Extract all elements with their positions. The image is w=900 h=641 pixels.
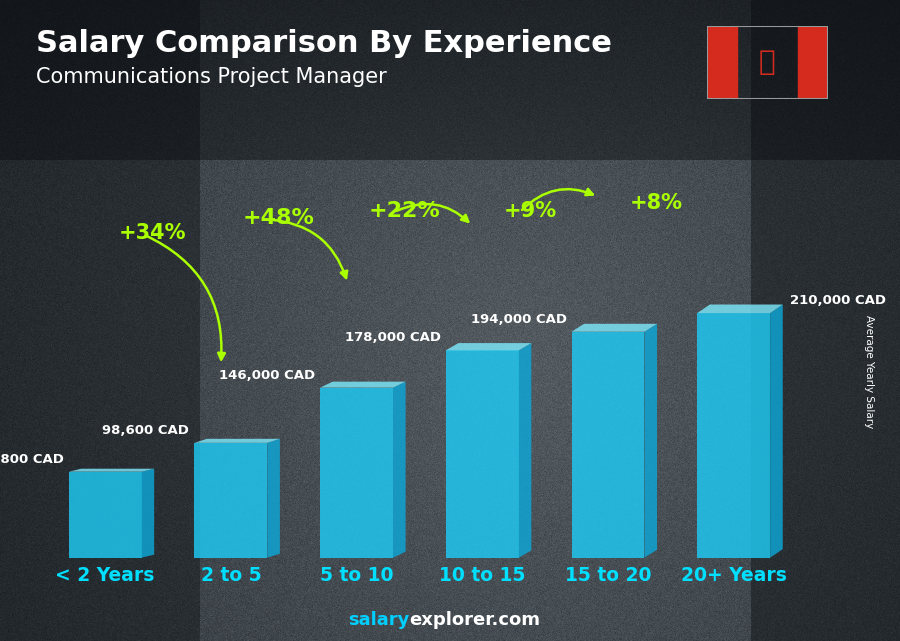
Text: explorer.com: explorer.com	[410, 612, 541, 629]
Bar	[698, 313, 770, 558]
Text: +48%: +48%	[243, 208, 315, 228]
Polygon shape	[698, 304, 783, 313]
Polygon shape	[141, 469, 154, 558]
Text: Average Yearly Salary: Average Yearly Salary	[863, 315, 874, 428]
Text: 146,000 CAD: 146,000 CAD	[219, 369, 315, 381]
Text: 🍁: 🍁	[759, 48, 776, 76]
Bar	[572, 331, 644, 558]
Text: salary: salary	[348, 612, 410, 629]
Bar	[194, 443, 267, 558]
Polygon shape	[572, 324, 657, 331]
Text: +34%: +34%	[119, 223, 186, 243]
Bar	[797, 26, 828, 99]
Bar	[706, 26, 737, 99]
Bar	[446, 351, 518, 558]
Text: +8%: +8%	[629, 194, 682, 213]
Text: 210,000 CAD: 210,000 CAD	[790, 294, 886, 307]
Text: Communications Project Manager: Communications Project Manager	[36, 67, 387, 87]
Polygon shape	[194, 439, 280, 443]
Bar	[68, 472, 141, 558]
Polygon shape	[518, 343, 531, 558]
Text: Salary Comparison By Experience: Salary Comparison By Experience	[36, 29, 612, 58]
Polygon shape	[320, 381, 406, 388]
Polygon shape	[446, 343, 531, 351]
Text: +22%: +22%	[368, 201, 440, 221]
Text: 178,000 CAD: 178,000 CAD	[345, 331, 441, 344]
Text: 98,600 CAD: 98,600 CAD	[103, 424, 189, 437]
Polygon shape	[644, 324, 657, 558]
Polygon shape	[68, 469, 154, 472]
Polygon shape	[393, 381, 406, 558]
Bar	[320, 388, 393, 558]
Polygon shape	[267, 439, 280, 558]
Text: 194,000 CAD: 194,000 CAD	[471, 313, 566, 326]
Polygon shape	[770, 304, 783, 558]
Text: 73,800 CAD: 73,800 CAD	[0, 453, 64, 465]
Text: +9%: +9%	[503, 201, 556, 221]
